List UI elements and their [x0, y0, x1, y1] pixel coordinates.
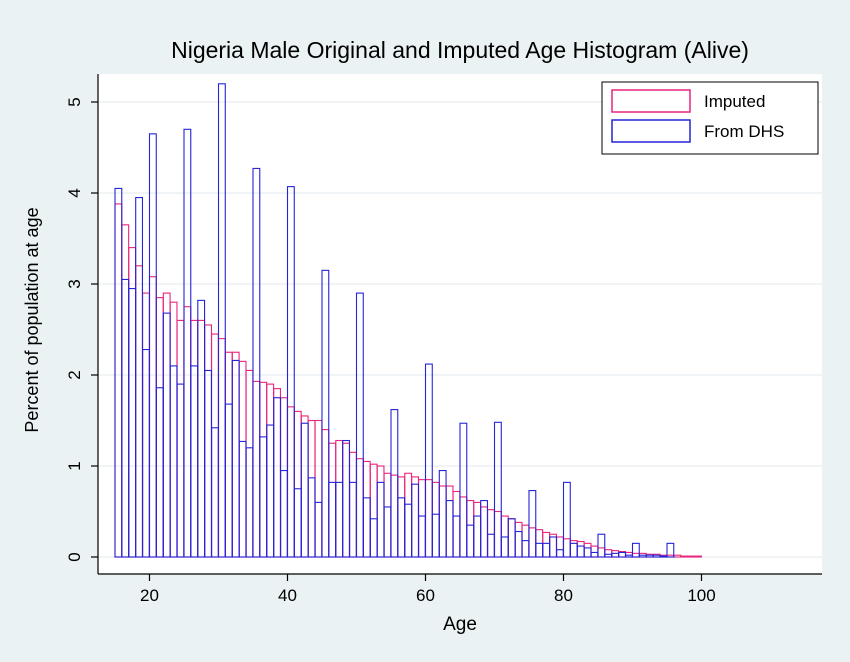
x-tick-label: 100	[687, 586, 715, 605]
dhs-bar	[631, 542, 640, 558]
legend-label-imputed: Imputed	[704, 92, 765, 111]
dhs-bar	[424, 363, 433, 558]
dhs-bar	[480, 500, 489, 558]
imputed-bar	[687, 555, 696, 558]
y-tick-label: 3	[65, 279, 84, 288]
dhs-bar	[659, 555, 668, 558]
axes: 0 1 2 3 4 5 20 40 60 80 100	[65, 74, 822, 605]
x-tick-label: 20	[140, 586, 159, 605]
chart-title: Nigeria Male Original and Imputed Age Hi…	[171, 37, 749, 63]
dhs-bar	[148, 133, 157, 558]
dhs-bar	[355, 292, 364, 558]
legend-label-dhs: From DHS	[704, 122, 784, 141]
dhs-bar	[562, 481, 571, 558]
dhs-bar	[183, 128, 192, 558]
y-tick-label: 1	[65, 461, 84, 470]
dhs-bar	[217, 83, 226, 558]
dhs-bar	[666, 542, 675, 558]
x-axis-label: Age	[443, 614, 477, 635]
x-tick-label: 80	[554, 586, 573, 605]
dhs-bar	[321, 269, 330, 558]
dhs-bar	[286, 186, 295, 558]
y-tick-label: 5	[65, 97, 84, 106]
dhs-series	[114, 83, 675, 558]
dhs-bar	[459, 422, 468, 558]
y-tick-label: 2	[65, 370, 84, 379]
dhs-bar	[390, 409, 399, 558]
legend-swatch-imputed	[611, 89, 691, 113]
y-tick-label: 4	[65, 188, 84, 197]
imputed-bar	[680, 555, 689, 558]
y-tick-label: 0	[65, 552, 84, 561]
y-axis-label: Percent of population at age	[22, 207, 42, 432]
legend: Imputed From DHS	[601, 81, 819, 155]
legend-swatch-dhs	[611, 119, 691, 143]
dhs-bar	[528, 490, 537, 558]
dhs-bar	[493, 421, 502, 558]
imputed-bar	[694, 555, 702, 558]
x-tick-label: 60	[416, 586, 435, 605]
dhs-bar	[252, 167, 261, 558]
dhs-bar	[597, 533, 606, 558]
x-tick-label: 40	[278, 586, 297, 605]
dhs-bar	[549, 536, 558, 558]
